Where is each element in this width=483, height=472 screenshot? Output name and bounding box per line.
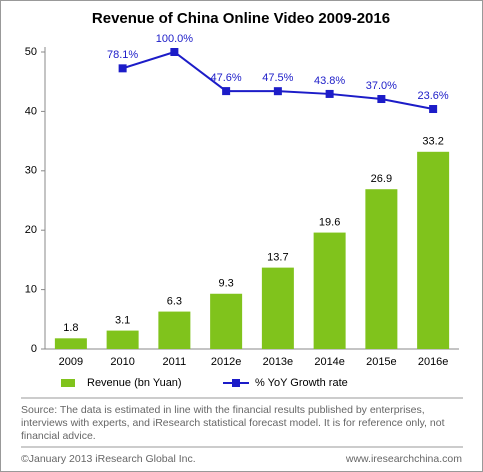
bar: [261, 267, 294, 349]
y-tick-label: 50: [25, 46, 37, 58]
footer-url: www.iresearchchina.com: [345, 453, 462, 465]
data-label: 47.5%: [262, 72, 293, 84]
line-marker: [273, 87, 282, 96]
data-label: 23.6%: [418, 90, 449, 102]
legend-label: Revenue (bn Yuan): [87, 377, 182, 389]
data-label: 26.9: [371, 173, 392, 185]
line-marker: [170, 48, 179, 56]
data-label: 37.0%: [366, 80, 397, 92]
y-tick-label: 40: [25, 105, 37, 117]
legend-swatch: [61, 379, 75, 387]
line-marker: [325, 89, 334, 98]
source-note: Source: The data is estimated in line wi…: [21, 404, 445, 442]
footer-copyright: ©January 2013 iResearch Global Inc.: [21, 453, 196, 465]
x-tick-label: 2009: [59, 356, 83, 368]
line-marker: [118, 64, 127, 73]
bar: [365, 189, 398, 349]
data-label: 1.8: [63, 322, 78, 334]
data-label: 100.0%: [156, 33, 194, 45]
x-tick-label: 2015e: [366, 356, 397, 368]
bar: [313, 232, 346, 349]
legend-swatch: [232, 379, 240, 387]
y-tick-label: 20: [25, 224, 37, 236]
x-tick-label: 2013e: [263, 356, 294, 368]
x-tick-label: 2010: [110, 356, 134, 368]
line-marker: [222, 87, 231, 96]
data-label: 9.3: [218, 278, 233, 290]
bar: [158, 311, 191, 349]
data-label: 3.1: [115, 314, 130, 326]
data-label: 13.7: [267, 252, 288, 264]
bar: [210, 293, 243, 349]
x-tick-label: 2016e: [418, 356, 449, 368]
x-tick-label: 2014e: [314, 356, 345, 368]
legend-label: % YoY Growth rate: [255, 377, 348, 389]
line-marker: [377, 95, 386, 104]
bar: [417, 151, 450, 349]
data-label: 43.8%: [314, 75, 345, 87]
data-label: 78.1%: [107, 49, 138, 61]
data-label: 19.6: [319, 216, 340, 228]
data-label: 47.6%: [211, 72, 242, 84]
chart-title: Revenue of China Online Video 2009-2016: [92, 10, 390, 27]
data-label: 33.2: [422, 136, 443, 148]
bar: [54, 338, 87, 349]
y-tick-label: 30: [25, 165, 37, 177]
x-tick-label: 2012e: [211, 356, 242, 368]
y-tick-label: 10: [25, 284, 37, 296]
data-label: 6.3: [167, 295, 182, 307]
x-tick-label: 2011: [163, 356, 187, 368]
bar: [106, 330, 139, 349]
y-tick-label: 0: [31, 343, 37, 355]
line-marker: [429, 105, 438, 114]
